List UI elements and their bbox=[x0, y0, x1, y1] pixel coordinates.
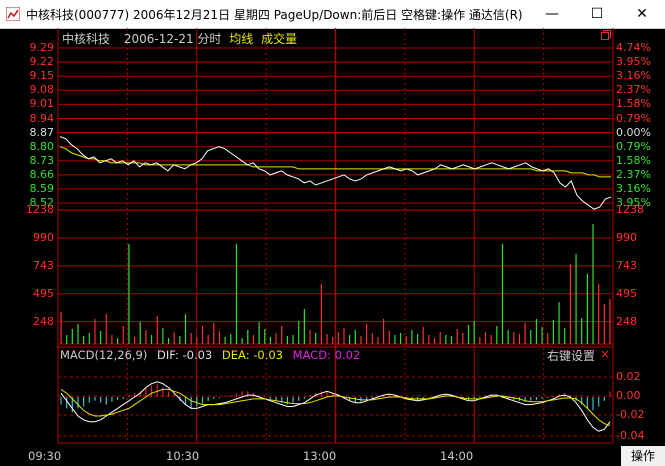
macd-tick-right: 0.02 bbox=[616, 370, 641, 383]
volume-tick-left: 248 bbox=[33, 314, 54, 328]
maximize-button[interactable]: ☐ bbox=[590, 6, 604, 22]
right-click-settings[interactable]: 右键设置 bbox=[547, 349, 596, 363]
price-tick-right: 3.16% bbox=[616, 182, 651, 195]
average-line-label: 均线 bbox=[229, 32, 254, 46]
price-tick-left: 9.01 bbox=[29, 97, 55, 111]
dif-line bbox=[60, 381, 611, 432]
price-tick-left: 9.29 bbox=[29, 41, 55, 54]
price-tick-right: 0.00% bbox=[616, 125, 651, 139]
price-tick-left: 9.15 bbox=[29, 69, 55, 83]
macd-title: MACD(12,26,9) bbox=[60, 348, 148, 362]
volume-tick-right: 743 bbox=[616, 258, 637, 272]
price-tick-right: 0.79% bbox=[616, 111, 651, 125]
time-label-1030: 10:30 bbox=[166, 449, 200, 463]
chart-date: 2006-12-21 bbox=[123, 32, 194, 46]
dea-line bbox=[60, 388, 611, 426]
macd-dif: DIF: -0.03 bbox=[157, 348, 213, 362]
price-tick-right: 4.74% bbox=[616, 41, 651, 54]
restore-icon[interactable] bbox=[601, 30, 611, 40]
price-tick-right: 1.58% bbox=[616, 153, 651, 167]
price-tick-right: 2.37% bbox=[616, 83, 651, 97]
price-tick-right: 1.58% bbox=[616, 97, 651, 111]
price-tick-left: 9.08 bbox=[29, 83, 55, 97]
price-tick-left: 8.59 bbox=[29, 182, 55, 195]
close-button[interactable]: ✕ bbox=[636, 6, 648, 22]
price-tick-left: 9.22 bbox=[29, 55, 55, 69]
macd-value: MACD: 0.02 bbox=[292, 348, 361, 362]
window-title: 中核科技(000777) 2006年12月21日 星期四 PageUp/Down… bbox=[26, 8, 523, 22]
price-tick-right: 3.16% bbox=[616, 69, 651, 83]
macd-tick-right: -0.04 bbox=[616, 429, 645, 442]
price-tick-right: 0.79% bbox=[616, 139, 651, 153]
price-tick-left: 8.87 bbox=[29, 125, 55, 139]
minimize-button[interactable]: — bbox=[545, 6, 559, 22]
stock-name: 中核科技 bbox=[62, 32, 111, 46]
minute-label: 分时 bbox=[197, 32, 222, 46]
macd-close-button[interactable]: × bbox=[600, 347, 611, 361]
price-tick-right: 3.95% bbox=[616, 196, 651, 210]
volume-tick-left: 743 bbox=[33, 258, 54, 272]
volume-tick-right: 1238 bbox=[616, 203, 644, 217]
title-bar[interactable]: 中核科技(000777) 2006年12月21日 星期四 PageUp/Down… bbox=[0, 0, 665, 29]
macd-tick-right: -0.02 bbox=[616, 408, 645, 421]
volume-tick-right: 495 bbox=[616, 286, 637, 300]
price-tick-right: 2.37% bbox=[616, 167, 651, 181]
price-tick-left: 8.73 bbox=[29, 153, 55, 167]
chart-canvas[interactable] bbox=[0, 28, 665, 446]
price-tick-right: 3.95% bbox=[616, 55, 651, 69]
volume-tick-right: 248 bbox=[616, 314, 637, 328]
price-tick-left: 8.80 bbox=[29, 139, 55, 153]
macd-tick-right: 0.00 bbox=[616, 389, 641, 402]
macd-info-line: MACD(12,26,9) DIF: -0.03 DEA: -0.03 MACD… bbox=[60, 348, 360, 362]
macd-dea: DEA: -0.03 bbox=[221, 348, 283, 362]
price-tick-left: 8.94 bbox=[29, 111, 55, 125]
time-label-1400: 14:00 bbox=[440, 449, 474, 463]
time-label-1300: 13:00 bbox=[303, 449, 337, 463]
price-tick-left: 8.52 bbox=[29, 196, 55, 210]
price-tick-left: 8.66 bbox=[29, 167, 55, 181]
volume-tick-left: 495 bbox=[33, 286, 54, 300]
volume-label: 成交量 bbox=[261, 32, 298, 46]
volume-tick-left: 1238 bbox=[26, 203, 54, 217]
operation-button[interactable]: 操作 bbox=[621, 446, 665, 466]
price-line bbox=[59, 136, 612, 210]
volume-tick-right: 990 bbox=[616, 230, 637, 244]
chart-header: 中核科技 2006-12-21 分时 均线 成交量 bbox=[62, 30, 297, 47]
app-icon bbox=[6, 7, 20, 21]
time-label-0930: 09:30 bbox=[28, 449, 62, 463]
volume-tick-left: 990 bbox=[33, 230, 54, 244]
